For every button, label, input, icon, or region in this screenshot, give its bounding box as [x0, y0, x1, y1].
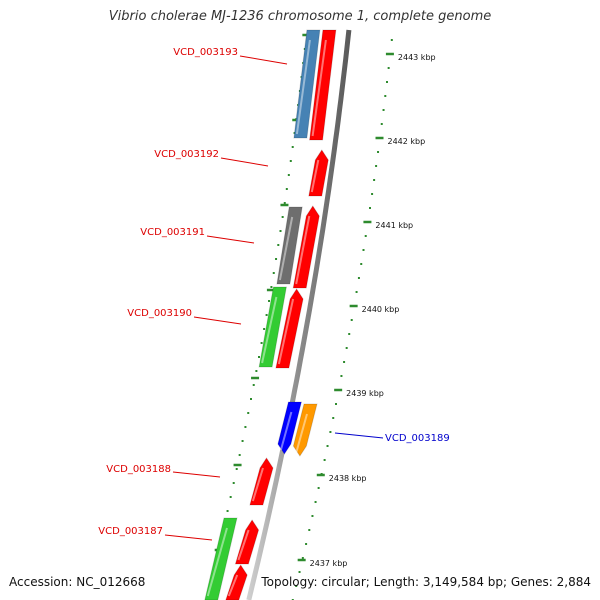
cds-arrow [308, 149, 329, 197]
gene-band-VCD_003193-highlight [295, 39, 311, 135]
cds-arrow-highlight [227, 574, 239, 597]
gene-leader-line [193, 316, 242, 325]
gene-band-VCD_003189-highlight [279, 411, 293, 451]
cds-arrow [309, 29, 337, 141]
gene-band-VCD_003191-highlight [278, 216, 294, 281]
gene-band-VCD_003189 [277, 401, 303, 455]
cds-arrow-highlight [237, 529, 250, 561]
gene-leader-line [164, 534, 213, 541]
accession-label: Accession: NC_012668 [9, 575, 146, 589]
gene-label-VCD_003193: VCD_003193 [173, 47, 238, 58]
cds-arrow-highlight [251, 467, 264, 502]
reverse-feature-orange-highlight [295, 413, 308, 453]
map-title: Vibrio cholerae MJ-1236 chromosome 1, co… [108, 9, 492, 24]
gene-leader-line [220, 157, 269, 167]
gene-leader-line [334, 432, 384, 439]
cds-arrow [249, 457, 274, 506]
gene-band-VCD_003190-highlight [261, 296, 278, 364]
tick-label: 2442 kbp [388, 137, 426, 146]
gene-leader-line [239, 55, 288, 65]
tick-label: 2437 kbp [310, 559, 348, 568]
gene-label-VCD_003192: VCD_003192 [154, 149, 219, 160]
tick-label: 2438 kbp [329, 474, 367, 483]
gene-label-VCD_003187: VCD_003187 [98, 526, 163, 537]
cds-arrow [292, 205, 320, 289]
gene-leader-line [172, 471, 221, 478]
cds-arrow-highlight [311, 39, 327, 137]
cds-arrow [234, 519, 260, 565]
cds-arrow-highlight [295, 215, 311, 285]
gene-band-VCD_003190 [258, 286, 287, 368]
tick-label: 2443 kbp [398, 53, 436, 62]
genome-summary-label: Topology: circular; Length: 3,149,584 bp… [261, 575, 591, 589]
gene-label-VCD_003189: VCD_003189 [385, 433, 450, 444]
cds-arrow [225, 564, 248, 600]
tick-label: 2439 kbp [346, 389, 384, 398]
cds-arrow [275, 288, 304, 369]
gene-label-VCD_003190: VCD_003190 [127, 308, 192, 319]
gene-band-VCD_003191 [276, 206, 303, 285]
tick-label: 2441 kbp [375, 221, 413, 230]
cds-arrow-highlight [277, 298, 295, 365]
tick-label: 2440 kbp [362, 305, 400, 314]
chromosome-backbone [246, 29, 352, 600]
reverse-feature-orange [292, 403, 318, 457]
gene-band-VCD_003193 [293, 29, 321, 139]
cds-arrow-highlight [310, 159, 320, 193]
gene-label-VCD_003188: VCD_003188 [106, 464, 171, 475]
gene-label-VCD_003191: VCD_003191 [140, 227, 205, 238]
gene-leader-line [206, 235, 255, 244]
gene-band-VCD_003187-highlight [206, 527, 228, 597]
gene-band-VCD_003187 [204, 517, 238, 600]
